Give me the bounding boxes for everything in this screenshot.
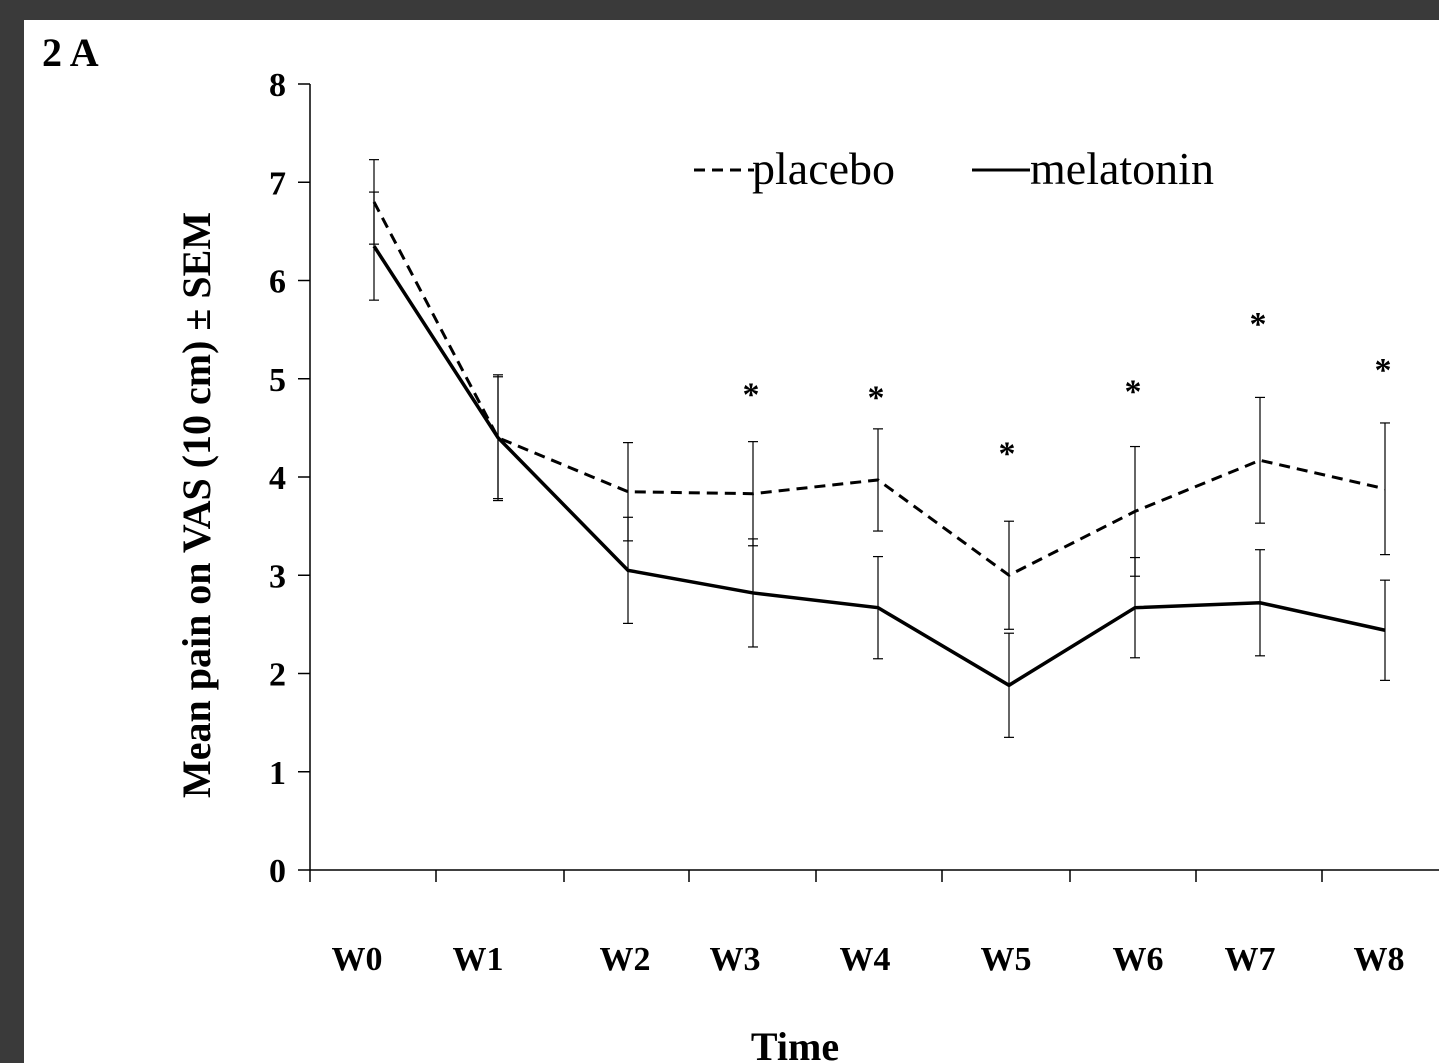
y-tick-label: 0 [269, 853, 286, 890]
significance-star: * [999, 436, 1016, 473]
x-tick-label: W5 [981, 941, 1032, 978]
series-placebo [369, 159, 1390, 630]
y-tick-label: 6 [269, 264, 286, 301]
y-tick-label: 2 [269, 657, 286, 694]
x-tick-label: W1 [453, 941, 504, 978]
y-tick-label: 8 [269, 67, 286, 104]
x-axis-title: Time [751, 1024, 839, 1063]
significance-star: * [868, 380, 885, 417]
series-melatonin [369, 191, 1390, 738]
y-tick-label: 7 [269, 165, 286, 202]
significance-markers: * * * * * * [743, 306, 1392, 473]
legend: placebo melatonin [694, 143, 1214, 194]
significance-star: * [1250, 306, 1267, 343]
y-tick-label: 5 [269, 362, 286, 399]
x-axis: W0 W1 W2 W3 W4 W5 W6 W7 W8 [309, 869, 1439, 978]
significance-star: * [1375, 352, 1392, 389]
x-tick-label: W0 [332, 941, 383, 978]
significance-star: * [1125, 374, 1142, 411]
x-tick-label: W4 [840, 941, 891, 978]
series-line-melatonin [372, 245, 1386, 688]
x-tick-label: W3 [710, 941, 761, 978]
y-tick-label: 3 [269, 558, 286, 595]
series-layer [369, 159, 1390, 738]
y-axis: 0 1 2 3 4 5 6 7 8 [269, 67, 311, 890]
x-tick-label: W6 [1113, 941, 1164, 978]
y-tick-label: 1 [269, 755, 286, 792]
legend-label-placebo: placebo [752, 143, 895, 194]
y-tick-label: 4 [269, 460, 286, 497]
panel-label: 2 A [42, 30, 99, 75]
y-axis-title: Mean pain on VAS (10 cm) ± SEM [174, 212, 219, 798]
significance-star: * [743, 377, 760, 414]
x-tick-label: W2 [600, 941, 651, 978]
x-tick-label: W8 [1354, 941, 1405, 978]
line-chart: 2 A 0 1 2 3 4 5 6 7 8 W0 W1 W2 W3 W4 W5 W6 W7 W8 Mean pa… [42, 30, 1439, 1063]
legend-label-melatonin: melatonin [1030, 143, 1214, 194]
figure-panel: 2 A 0 1 2 3 4 5 6 7 8 W0 W1 W2 W3 W4 W5 W6 W7 W8 Mean pa… [24, 20, 1439, 1063]
x-tick-label: W7 [1225, 941, 1276, 978]
